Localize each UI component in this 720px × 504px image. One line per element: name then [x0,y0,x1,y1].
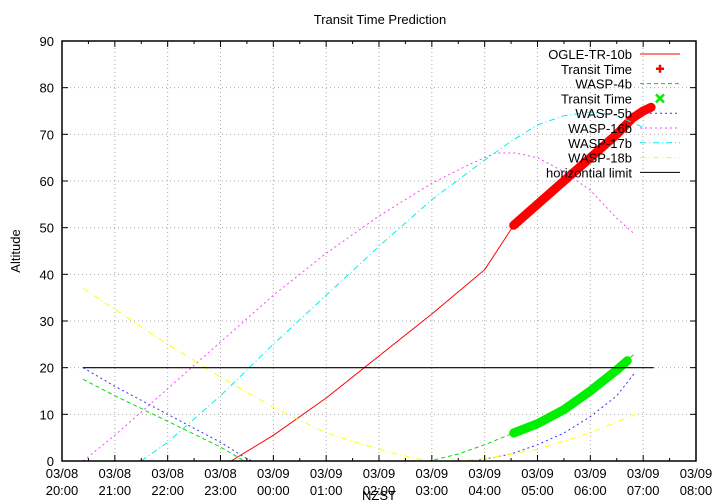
x-tick-time: 00:00 [257,483,290,498]
x-tick-time: 20:00 [46,483,79,498]
x-tick-date: 03/08 [46,466,79,481]
y-tick-label: 90 [40,34,54,49]
series-transit-time [509,356,632,438]
x-tick-time: 21:00 [99,483,132,498]
y-tick-label: 20 [40,361,54,376]
legend-label: horizontial limit [546,165,632,180]
y-axis-label: Altitude [8,229,23,272]
legend-label: OGLE-TR-10b [548,47,632,62]
x-tick-date: 03/08 [204,466,237,481]
x-tick-time: 08:00 [680,483,713,498]
x-tick-time: 07:00 [627,483,660,498]
legend-label: WASP-5b [575,106,632,121]
x-tick-date: 03/09 [468,466,501,481]
x-axis-label: NZST [362,488,396,503]
data-series [82,102,656,462]
x-tick-date: 03/09 [257,466,290,481]
plus-marker-icon [656,64,664,73]
y-tick-label: 40 [40,267,54,282]
x-axis-ticks: 03/08 20:00 03/08 21:00 03/08 22:00 03/08 23:00… [46,41,713,498]
y-tick-label: 60 [40,174,54,189]
x-tick-time: 22:00 [151,483,184,498]
legend-label: Transit Time [561,91,632,106]
x-tick-date: 03/09 [416,466,449,481]
y-tick-label: 30 [40,314,54,329]
series-wasp-4b [82,353,636,462]
legend-label: WASP-16b [568,121,632,136]
y-tick-label: 50 [40,221,54,236]
legend-label: Transit Time [561,62,632,77]
cross-marker-icon [655,93,665,104]
series-wasp-18b [82,287,636,462]
x-tick-time: 04:00 [468,483,501,498]
chart-title: Transit Time Prediction [314,12,446,27]
y-tick-label: 80 [40,81,54,96]
legend-label: WASP-4b [575,77,632,92]
x-tick-date: 03/09 [627,466,660,481]
legend-label: WASP-17b [568,136,632,151]
y-tick-label: 70 [40,127,54,142]
x-tick-date: 03/09 [310,466,343,481]
series-transit-time [509,102,656,230]
y-tick-label: 10 [40,407,54,422]
x-tick-time: 02:00 [363,483,396,498]
series-wasp-16b [82,152,636,462]
x-tick-time: 06:00 [574,483,607,498]
y-axis-ticks: 0 10 20 30 40 50 60 70 80 90 [40,34,696,469]
x-tick-time: 01:00 [310,483,343,498]
x-tick-date: 03/09 [680,466,713,481]
x-tick-time: 03:00 [416,483,449,498]
x-tick-date: 03/09 [521,466,554,481]
legend-label: WASP-18b [568,151,632,166]
x-tick-date: 03/08 [151,466,184,481]
x-tick-date: 03/09 [574,466,607,481]
x-tick-date: 03/09 [363,466,396,481]
y-tick-label: 0 [47,454,54,469]
x-tick-time: 05:00 [521,483,554,498]
x-tick-time: 23:00 [204,483,237,498]
x-tick-date: 03/08 [99,466,132,481]
